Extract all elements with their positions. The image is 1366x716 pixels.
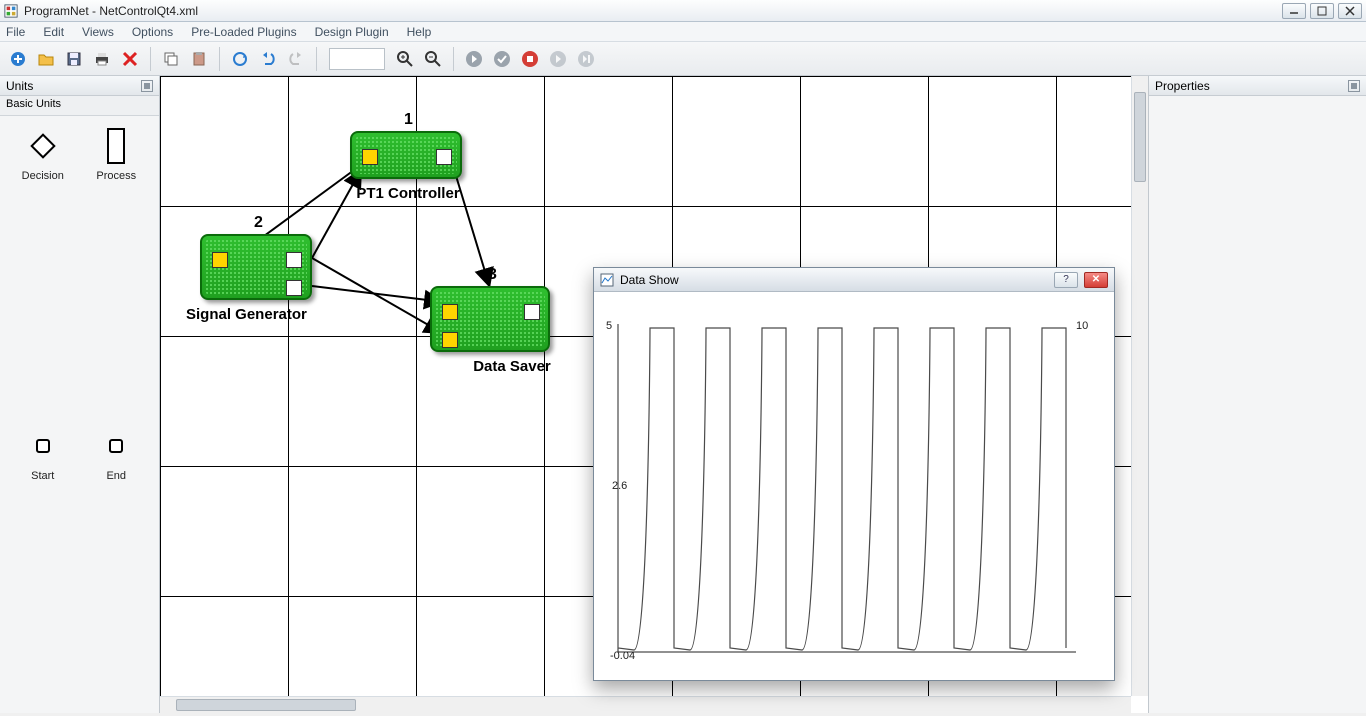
check-button[interactable] — [490, 47, 514, 71]
palette-end-label: End — [106, 470, 126, 482]
datashow-titlebar[interactable]: Data Show ? ✕ — [594, 268, 1114, 292]
input-port[interactable] — [442, 332, 458, 348]
maximize-button[interactable] — [1310, 3, 1334, 19]
units-panel-header: Units — [0, 76, 159, 96]
menubar: File Edit Views Options Pre-Loaded Plugi… — [0, 22, 1366, 42]
titlebar: ProgramNet - NetControlQt4.xml — [0, 0, 1366, 22]
input-port[interactable] — [212, 252, 228, 268]
units-panel-title: Units — [6, 79, 33, 93]
datashow-title: Data Show — [620, 273, 679, 287]
redo-button[interactable] — [284, 47, 308, 71]
properties-panel-header: Properties — [1149, 76, 1366, 96]
zoom-out-button[interactable] — [421, 47, 445, 71]
refresh-button[interactable] — [228, 47, 252, 71]
output-port[interactable] — [286, 280, 302, 296]
properties-panel: Properties — [1148, 76, 1366, 713]
minimize-button[interactable] — [1282, 3, 1306, 19]
axis-label: 10 — [1076, 320, 1088, 332]
chart-icon — [600, 273, 614, 287]
node-number: 3 — [488, 266, 497, 284]
app-icon — [4, 4, 18, 18]
vertical-scrollbar[interactable] — [1131, 76, 1148, 696]
units-panel-subheader: Basic Units — [0, 96, 159, 116]
flow-node[interactable]: 1PT1 Controller — [350, 131, 462, 179]
menu-design-plugin[interactable]: Design Plugin — [315, 25, 389, 39]
run-button[interactable] — [462, 47, 486, 71]
stop-button[interactable] — [518, 47, 542, 71]
menu-views[interactable]: Views — [82, 25, 114, 39]
play-button[interactable] — [546, 47, 570, 71]
step-button[interactable] — [574, 47, 598, 71]
undo-button[interactable] — [256, 47, 280, 71]
flow-node[interactable]: 3Data Saver — [430, 286, 550, 352]
axis-label: 5 — [606, 320, 612, 332]
datashow-window[interactable]: Data Show ? ✕ 5102.6-0.04 — [593, 267, 1115, 681]
output-port[interactable] — [524, 304, 540, 320]
output-port[interactable] — [436, 149, 452, 165]
datashow-plot: 5102.6-0.04 — [614, 322, 1082, 654]
palette-process[interactable]: Process — [80, 132, 154, 398]
properties-panel-title: Properties — [1155, 79, 1210, 93]
palette-start-label: Start — [31, 470, 54, 482]
datashow-close-button[interactable]: ✕ — [1084, 272, 1108, 288]
palette-process-label: Process — [96, 170, 136, 182]
menu-help[interactable]: Help — [407, 25, 432, 39]
horizontal-scrollbar[interactable] — [160, 696, 1131, 713]
paste-button[interactable] — [187, 47, 211, 71]
copy-button[interactable] — [159, 47, 183, 71]
flow-node[interactable]: 2Signal Generator — [200, 234, 312, 300]
palette-start[interactable]: Start — [6, 432, 80, 698]
palette-decision[interactable]: Decision — [6, 132, 80, 398]
open-button[interactable] — [34, 47, 58, 71]
datashow-help-button[interactable]: ? — [1054, 272, 1078, 288]
palette-decision-label: Decision — [22, 170, 64, 182]
new-button[interactable] — [6, 47, 30, 71]
delete-button[interactable] — [118, 47, 142, 71]
window-title: ProgramNet - NetControlQt4.xml — [24, 4, 198, 18]
save-button[interactable] — [62, 47, 86, 71]
node-label: Signal Generator — [186, 306, 298, 323]
zoom-in-button[interactable] — [393, 47, 417, 71]
dock-icon[interactable] — [141, 80, 153, 92]
menu-preloaded-plugins[interactable]: Pre-Loaded Plugins — [191, 25, 296, 39]
output-port[interactable] — [286, 252, 302, 268]
node-label: Data Saver — [452, 358, 572, 375]
axis-label: -0.04 — [610, 650, 635, 662]
input-port[interactable] — [362, 149, 378, 165]
axis-label: 2.6 — [612, 480, 627, 492]
menu-edit[interactable]: Edit — [43, 25, 64, 39]
close-button[interactable] — [1338, 3, 1362, 19]
menu-file[interactable]: File — [6, 25, 25, 39]
node-number: 1 — [404, 111, 413, 129]
search-input[interactable] — [329, 48, 385, 70]
units-panel: Units Basic Units Decision Process Start… — [0, 76, 160, 713]
dock-icon[interactable] — [1348, 80, 1360, 92]
toolbar — [0, 42, 1366, 76]
node-number: 2 — [254, 214, 263, 232]
print-button[interactable] — [90, 47, 114, 71]
menu-options[interactable]: Options — [132, 25, 173, 39]
input-port[interactable] — [442, 304, 458, 320]
node-label: PT1 Controller — [352, 185, 464, 202]
palette-end[interactable]: End — [80, 432, 154, 698]
